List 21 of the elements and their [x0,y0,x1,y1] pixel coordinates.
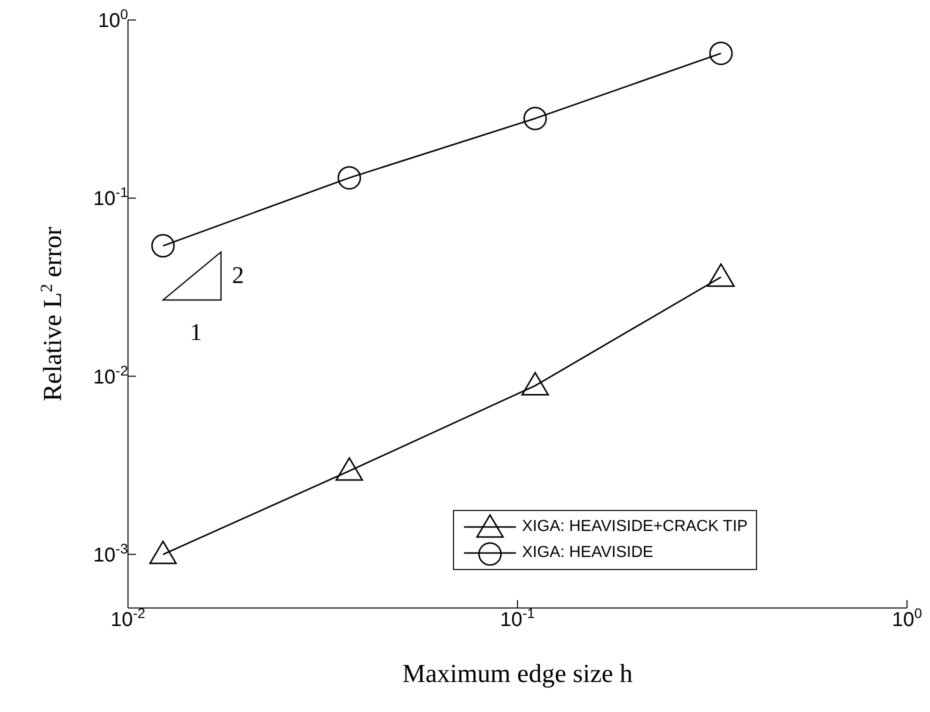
annotation: 1 [190,320,202,346]
y-tick-label: 10$^{-3}$ [93,540,128,566]
point [521,372,549,396]
point [709,42,733,66]
x-tick-label: 10$^{0}$ [892,605,922,631]
legend-label: XIGA: HEAVISIDE+CRACK TIP [522,518,748,536]
x-tick-label: 10$^{-1}$ [500,605,536,631]
point [523,106,547,130]
y-tick-label: 10$^{-1}$ [93,184,128,210]
legend-label: XIGA: HEAVISIDE [522,544,654,562]
y-tick-label: 10$^{0}$ [98,6,128,32]
annotation: 2 [232,263,244,289]
x-tick-label: 10$^{-2}$ [110,605,146,631]
x-axis-title: Maximum edge size h [402,659,633,688]
y-tick-label: 10$^{-2}$ [93,362,128,388]
point [149,540,177,564]
point [338,166,362,190]
point [707,263,735,287]
slope-triangle: 2 1 [161,250,244,346]
point [336,457,364,481]
point [151,234,175,258]
